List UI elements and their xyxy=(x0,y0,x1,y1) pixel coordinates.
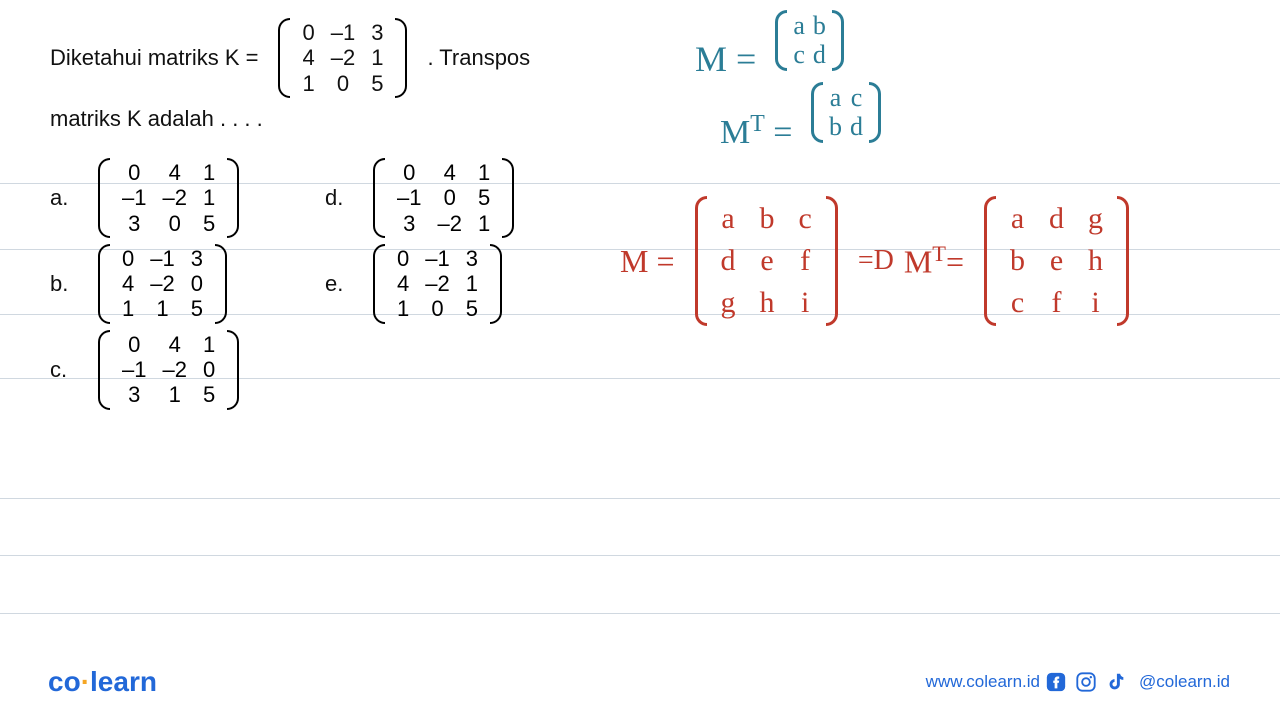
tiktok-icon xyxy=(1105,671,1127,693)
matrix-K: 0–134–21105 xyxy=(268,18,417,98)
hand-note-M-2x2: M = abcd xyxy=(695,10,854,80)
footer-socials: @colearn.id xyxy=(1045,671,1230,693)
option-d: d. 041–1053–21 xyxy=(325,158,600,238)
option-e: e. 0–134–21105 xyxy=(325,244,600,324)
option-b: b. 0–134–20115 xyxy=(50,244,325,324)
facebook-icon xyxy=(1045,671,1067,693)
question-line1-post: . Transpos xyxy=(427,45,530,71)
option-a: a. 041–1–21305 xyxy=(50,158,325,238)
footer: co·learn www.colearn.id @colearn.id xyxy=(0,662,1280,702)
hand-note-3x3: M = abcdefghi =D MT= adgbehcfi xyxy=(620,196,1139,326)
options-block: a. 041–1–21305 d. 041–1053–21 b. 0–134–2… xyxy=(50,158,610,416)
instagram-icon xyxy=(1075,671,1097,693)
question-line1-pre: Diketahui matriks K = xyxy=(50,45,258,71)
footer-url: www.colearn.id xyxy=(926,672,1040,692)
footer-handle: @colearn.id xyxy=(1139,672,1230,692)
option-c: c. 041–1–20315 xyxy=(50,330,325,410)
hand-note-MT-2x2: MT = acbd xyxy=(720,82,891,152)
problem-block: Diketahui matriks K = 0–134–21105 . Tran… xyxy=(50,18,610,132)
brand-logo: co·learn xyxy=(48,666,157,698)
question-line2: matriks K adalah . . . . xyxy=(50,106,610,132)
